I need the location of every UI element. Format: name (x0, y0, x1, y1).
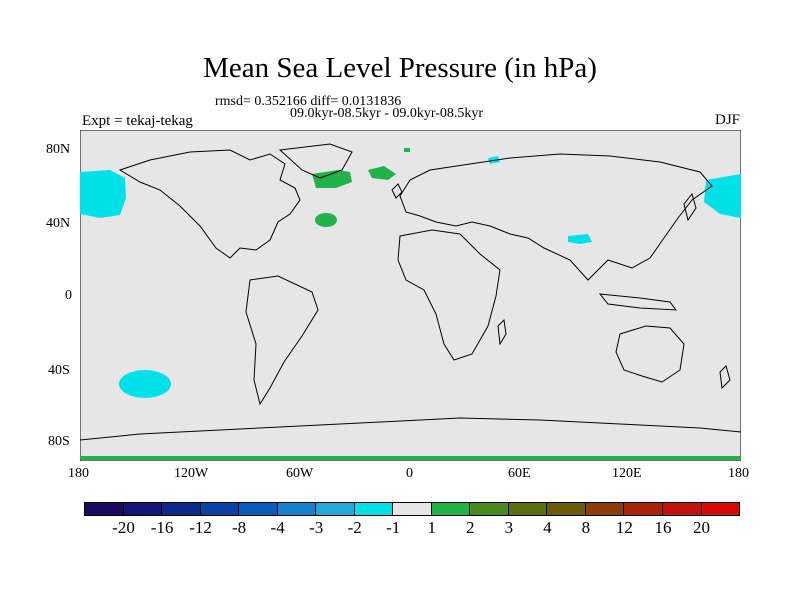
colorbar-cell (546, 502, 586, 516)
anomaly-regions (80, 148, 741, 460)
lat-tick-label: 80N (46, 142, 71, 157)
colorbar-cell (84, 502, 124, 516)
colorbar-label: -4 (270, 518, 285, 537)
coast-new-zealand (719, 365, 731, 390)
coast-eurasia (399, 153, 713, 281)
colorbar-label: -12 (189, 518, 212, 537)
colorbar-label: 4 (543, 518, 552, 537)
anomaly-antarctic (80, 456, 741, 460)
anomaly-north-pacific-west (80, 170, 126, 218)
coast-britain (391, 183, 403, 199)
colorbar-cell (700, 502, 741, 516)
colorbar-cell (276, 502, 317, 516)
colorbar-cell (315, 502, 355, 516)
experiment-label: Expt = tekaj-tekag (82, 113, 193, 129)
lat-tick-label: 40S (48, 363, 70, 378)
coast-australia (615, 325, 685, 383)
anomaly-north-atlantic (312, 170, 352, 188)
colorbar-cell (199, 502, 240, 516)
colorbar-label: 1 (427, 518, 437, 537)
coast-japan (683, 192, 697, 222)
colorbar-label: -3 (309, 518, 324, 537)
anomaly-central-asia (568, 234, 592, 244)
stats-label: rmsd= 0.352166 diff= 0.0131836 (215, 94, 402, 109)
colorbar-label: 16 (654, 518, 672, 537)
coast-greenland (278, 143, 353, 179)
anomaly-arctic (404, 148, 410, 152)
colorbar-cell (353, 502, 394, 516)
colorbar-cell (623, 502, 663, 516)
colorbar (84, 502, 741, 516)
lat-tick-label: 80S (48, 434, 70, 449)
plot-title: Mean Sea Level Pressure (in hPa) (203, 52, 597, 84)
lon-tick-label: 180 (728, 466, 749, 481)
coast-madagascar (497, 318, 507, 346)
colorbar-label: 12 (615, 518, 633, 537)
colorbar-label: -20 (112, 518, 135, 537)
colorbar-cell (584, 502, 625, 516)
anomaly-north-pacific-east (704, 174, 741, 218)
period-label: 09.0kyr-08.5kyr - 09.0kyr-08.5kyr (290, 106, 484, 121)
colorbar-label: 8 (581, 518, 591, 537)
colorbar-label: -1 (386, 518, 401, 537)
lon-tick-label: 180 (68, 466, 89, 481)
coastlines (80, 143, 741, 441)
colorbar-cell (507, 502, 548, 516)
lon-tick-label: 120E (612, 466, 642, 481)
map-background (80, 130, 741, 461)
lat-tick-label: 0 (65, 288, 72, 303)
colorbar-label: 3 (504, 518, 514, 537)
anomaly-mid-atlantic (315, 213, 337, 227)
season-label: DJF (714, 112, 740, 128)
lon-tick-label: 60W (286, 466, 314, 481)
colorbar-cell (122, 502, 163, 516)
coast-north-america (118, 149, 301, 259)
colorbar-cell (161, 502, 201, 516)
coast-antarctica (80, 417, 741, 441)
colorbar-cell (469, 502, 509, 516)
colorbar-cell (392, 502, 432, 516)
colorbar-label: 20 (692, 518, 710, 537)
world-map (80, 130, 741, 461)
anomaly-south-pacific (119, 370, 171, 398)
lon-tick-label: 0 (406, 466, 413, 481)
coast-south-america (245, 275, 319, 406)
colorbar-label: -8 (232, 518, 247, 537)
coast-africa (397, 229, 501, 361)
coast-indonesia (598, 293, 678, 311)
colorbar-cell (430, 502, 471, 516)
colorbar-label: 2 (466, 518, 475, 537)
anomaly-iceland (368, 166, 396, 180)
colorbar-cell (661, 502, 702, 516)
lon-tick-label: 120W (174, 466, 209, 481)
lat-tick-label: 40N (46, 216, 71, 231)
colorbar-label: -16 (150, 518, 174, 537)
colorbar-cell (238, 502, 278, 516)
lon-tick-label: 60E (508, 466, 531, 481)
colorbar-label: -2 (347, 518, 362, 537)
